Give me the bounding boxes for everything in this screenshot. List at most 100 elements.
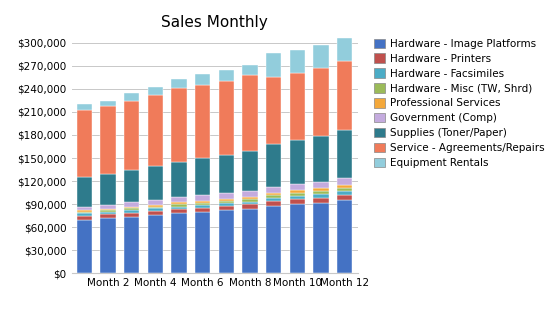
Bar [219, 199, 234, 201]
Bar [337, 191, 352, 195]
Bar [172, 207, 187, 209]
Bar [219, 206, 234, 211]
Bar [313, 189, 328, 191]
Bar [101, 211, 116, 212]
Bar [289, 193, 305, 196]
Bar [172, 204, 187, 207]
Bar [195, 85, 210, 158]
Bar [77, 211, 92, 212]
Bar [242, 204, 257, 209]
Bar [266, 195, 281, 198]
Bar [313, 198, 328, 203]
Bar [195, 208, 210, 212]
Bar [289, 190, 305, 193]
Bar [313, 203, 328, 273]
Bar [195, 201, 210, 203]
Bar [289, 50, 305, 73]
Bar [148, 87, 163, 95]
Bar [124, 93, 140, 101]
Bar [219, 204, 234, 206]
Bar [242, 197, 257, 199]
Bar [172, 162, 187, 197]
Bar [124, 209, 140, 211]
Legend: Hardware - Image Platforms, Hardware - Printers, Hardware - Facsimiles, Hardware: Hardware - Image Platforms, Hardware - P… [371, 35, 548, 171]
Bar [266, 198, 281, 201]
Bar [77, 177, 92, 207]
Bar [172, 213, 187, 273]
Bar [148, 211, 163, 215]
Bar [124, 217, 140, 273]
Bar [77, 110, 92, 177]
Bar [266, 193, 281, 195]
Bar [101, 101, 116, 106]
Bar [266, 206, 281, 273]
Bar [195, 74, 210, 85]
Bar [266, 187, 281, 193]
Bar [148, 200, 163, 204]
Bar [266, 53, 281, 77]
Bar [172, 88, 187, 162]
Bar [124, 211, 140, 213]
Bar [337, 188, 352, 191]
Bar [195, 205, 210, 208]
Bar [124, 170, 140, 202]
Bar [148, 215, 163, 273]
Bar [289, 140, 305, 184]
Bar [124, 101, 140, 170]
Bar [172, 202, 187, 204]
Bar [242, 209, 257, 273]
Bar [337, 200, 352, 273]
Bar [242, 151, 257, 191]
Bar [124, 213, 140, 217]
Bar [313, 45, 328, 68]
Bar [148, 207, 163, 209]
Bar [101, 106, 116, 174]
Bar [195, 203, 210, 205]
Bar [242, 202, 257, 204]
Bar [337, 130, 352, 178]
Bar [77, 220, 92, 273]
Bar [337, 61, 352, 130]
Bar [148, 204, 163, 207]
Bar [219, 193, 234, 199]
Bar [219, 201, 234, 204]
Bar [77, 104, 92, 110]
Bar [219, 155, 234, 193]
Bar [266, 201, 281, 206]
Bar [195, 158, 210, 195]
Bar [337, 178, 352, 185]
Bar [101, 218, 116, 273]
Bar [77, 212, 92, 213]
Bar [219, 81, 234, 155]
Bar [219, 211, 234, 273]
Bar [77, 213, 92, 216]
Bar [289, 199, 305, 204]
Bar [337, 185, 352, 188]
Bar [266, 144, 281, 187]
Bar [101, 212, 116, 214]
Bar [124, 202, 140, 207]
Bar [148, 209, 163, 211]
Bar [101, 204, 116, 209]
Bar [101, 174, 116, 204]
Bar [195, 212, 210, 273]
Bar [337, 195, 352, 200]
Bar [172, 209, 187, 213]
Bar [101, 214, 116, 218]
Bar [289, 204, 305, 273]
Bar [266, 77, 281, 144]
Bar [313, 68, 328, 136]
Bar [313, 136, 328, 182]
Bar [77, 216, 92, 220]
Bar [242, 199, 257, 202]
Bar [313, 191, 328, 194]
Bar [172, 197, 187, 202]
Bar [242, 65, 257, 75]
Bar [148, 166, 163, 200]
Bar [219, 70, 234, 81]
Bar [172, 79, 187, 88]
Bar [289, 73, 305, 140]
Bar [242, 75, 257, 151]
Bar [313, 182, 328, 189]
Bar [337, 38, 352, 61]
